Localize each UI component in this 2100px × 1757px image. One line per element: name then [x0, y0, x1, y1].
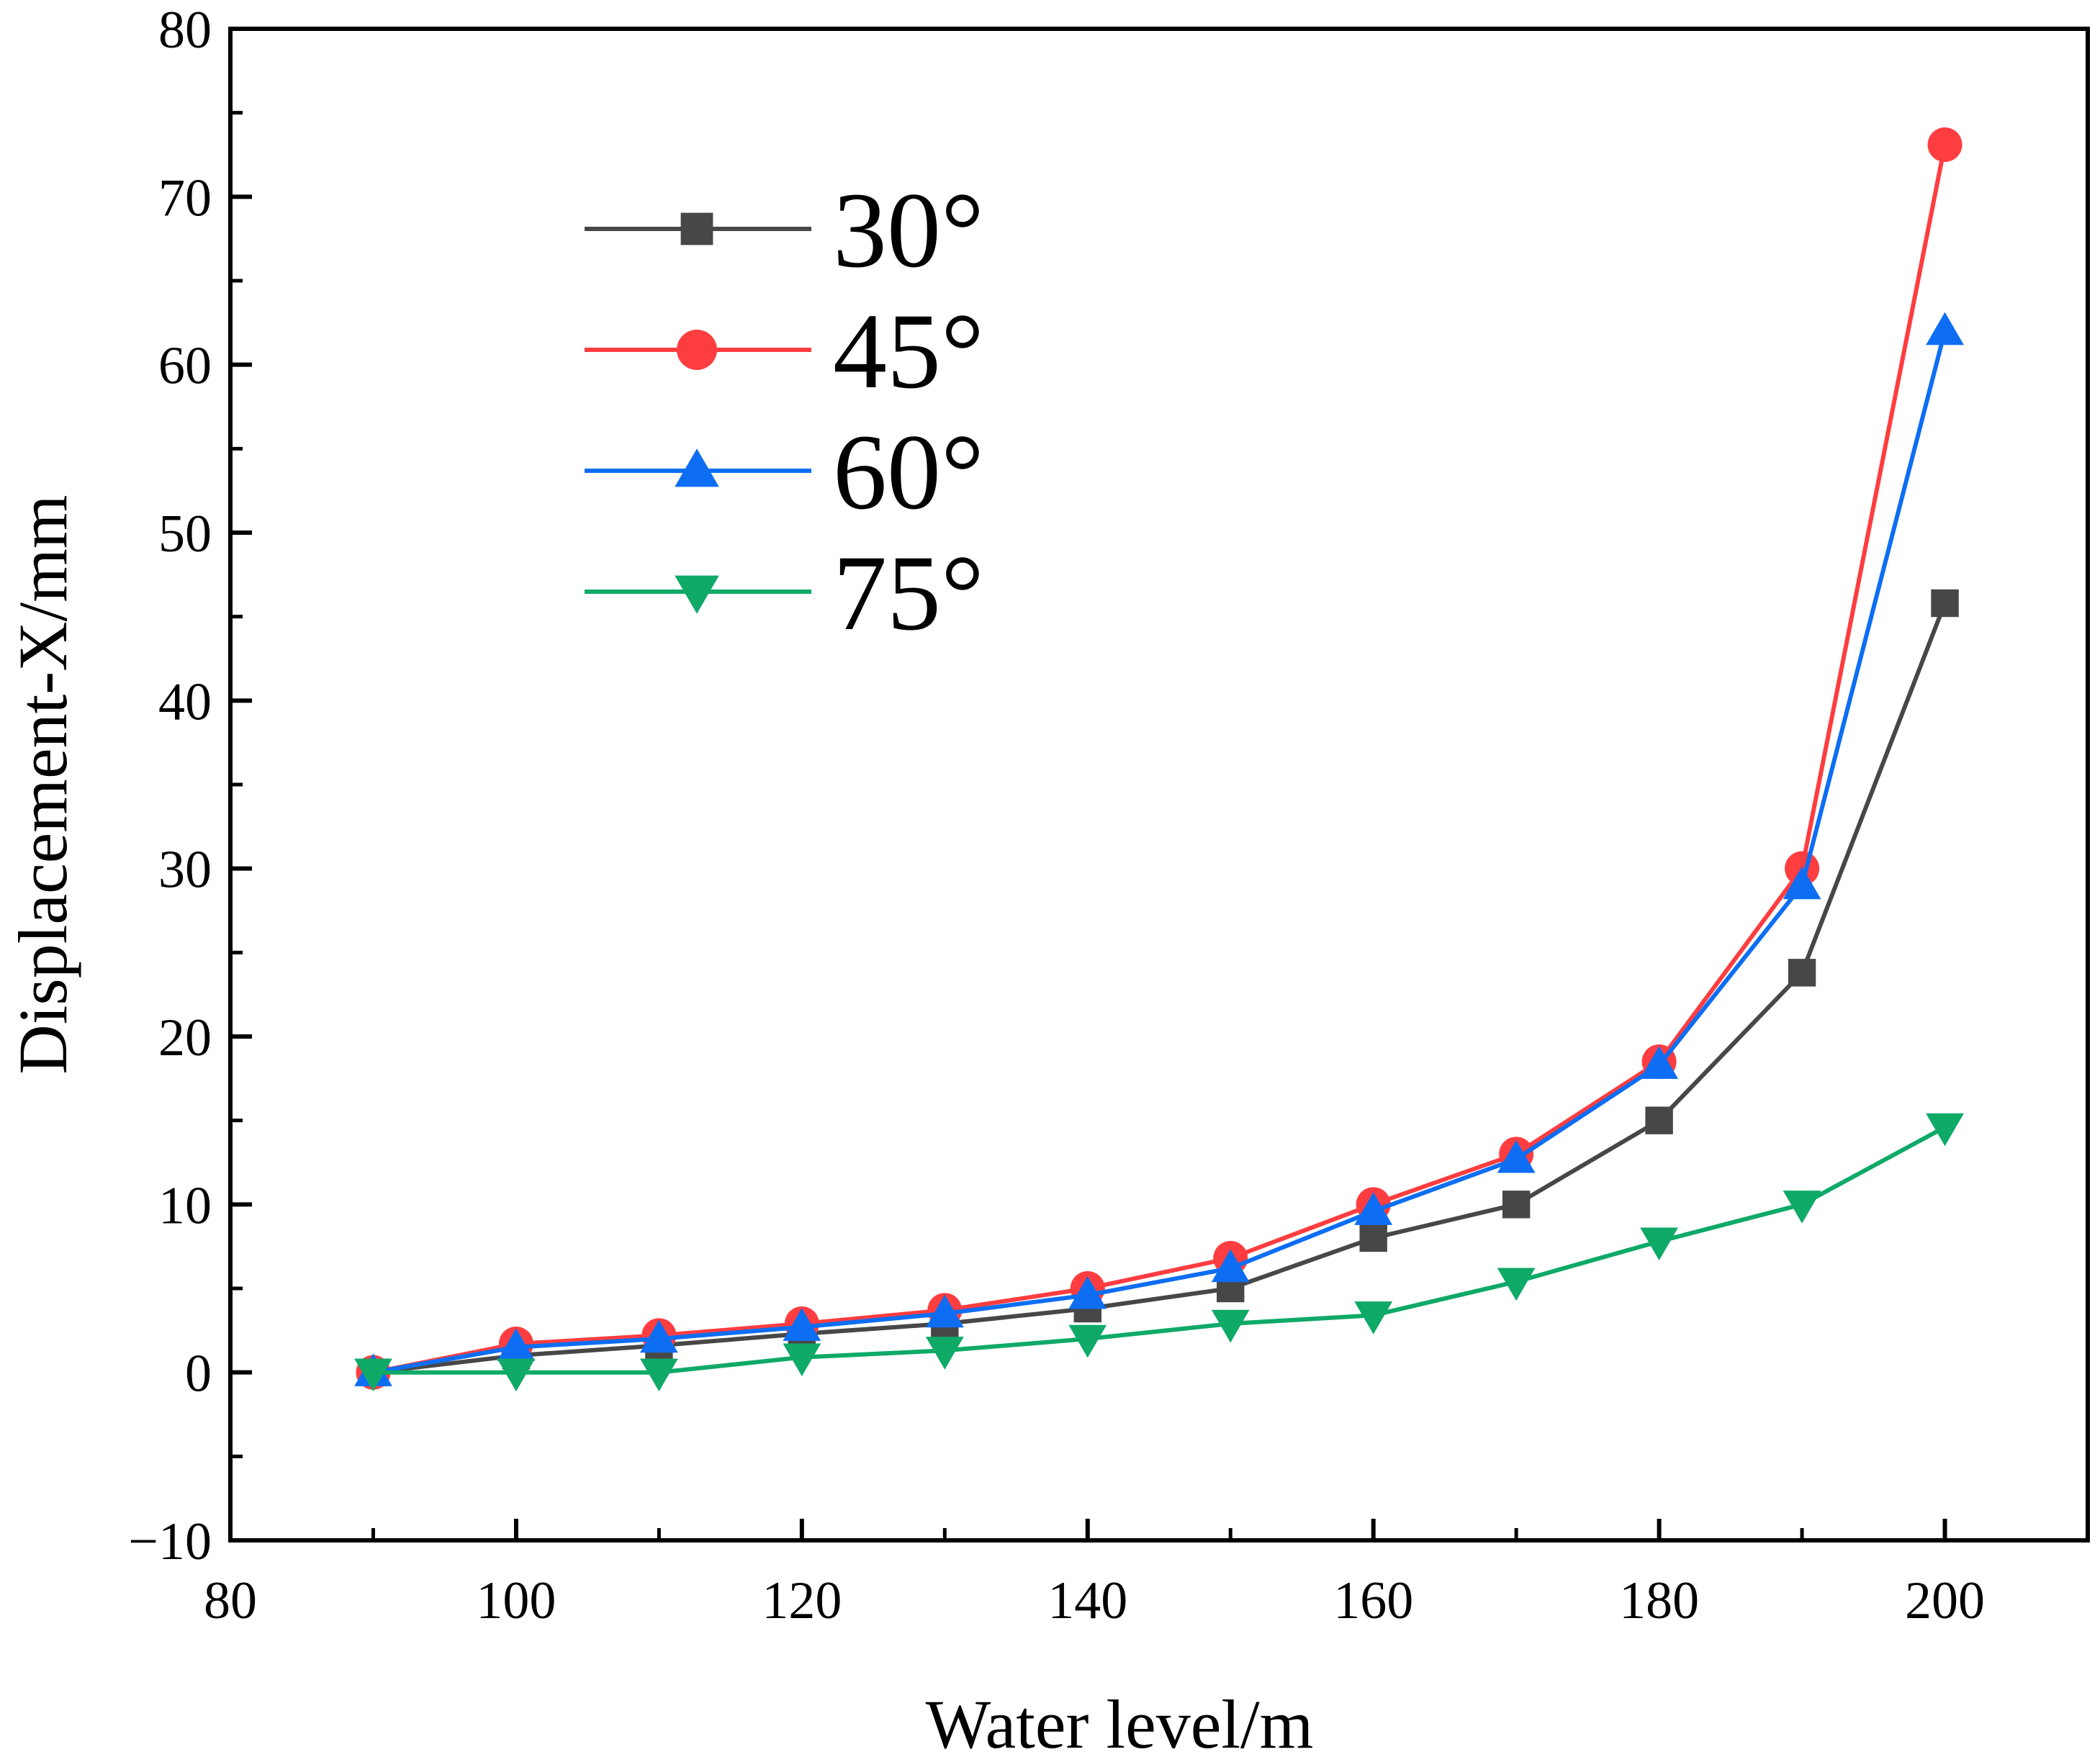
- legend-label: 60°: [833, 412, 984, 532]
- data-point: [1783, 1191, 1821, 1224]
- x-tick-label: 100: [476, 1571, 556, 1630]
- data-point: [1640, 1046, 1679, 1079]
- data-point: [1926, 312, 1964, 345]
- plot-frame: [228, 27, 2090, 1543]
- series-circle: [356, 127, 1962, 1390]
- data-point: [925, 1337, 964, 1370]
- y-tick-label: −10: [128, 1512, 212, 1571]
- data-point: [1502, 1191, 1531, 1219]
- y-tick-label: 10: [158, 1176, 212, 1235]
- x-tick-label: 180: [1619, 1571, 1699, 1630]
- series-layer: [354, 127, 1964, 1392]
- series-line: [373, 602, 1947, 1375]
- data-point: [925, 1294, 964, 1328]
- data-point: [497, 1358, 536, 1392]
- data-point: [1068, 1275, 1107, 1309]
- series-triangle-down: [354, 1113, 1964, 1392]
- legend-label: 45°: [833, 292, 984, 411]
- legend-marker: [677, 330, 717, 370]
- y-tick-label: 0: [185, 1345, 212, 1404]
- y-tick-label: 40: [158, 672, 212, 731]
- data-point: [1783, 866, 1821, 900]
- data-point: [1359, 1224, 1387, 1252]
- y-axis: −10 0 10 20 30 40 50 60 70 80: [128, 1, 252, 1571]
- series-line: [373, 1125, 1946, 1375]
- y-tick-label: 60: [158, 337, 212, 396]
- y-axis-title: Displacement-X/mm: [4, 494, 81, 1074]
- x-tick-label: 160: [1333, 1571, 1413, 1630]
- data-point: [783, 1343, 821, 1377]
- legend: 30°45°60°75°: [585, 171, 984, 653]
- data-point: [1931, 589, 1959, 618]
- data-point: [1354, 1301, 1393, 1334]
- legend-marker: [680, 212, 713, 245]
- data-point: [1211, 1309, 1250, 1343]
- x-tick-label: 80: [204, 1571, 257, 1630]
- data-point: [1211, 1249, 1250, 1283]
- legend-label: 75°: [833, 533, 984, 653]
- legend-label: 30°: [833, 171, 984, 290]
- data-point: [783, 1308, 821, 1341]
- data-point: [1640, 1227, 1679, 1261]
- data-point: [639, 1319, 678, 1353]
- x-tick-label: 140: [1047, 1571, 1127, 1630]
- y-tick-label: 20: [158, 1008, 212, 1067]
- data-point: [1068, 1324, 1107, 1358]
- legend-marker: [675, 448, 719, 487]
- data-point: [1926, 1113, 1964, 1147]
- data-point: [1645, 1106, 1673, 1134]
- data-point: [1497, 1139, 1536, 1173]
- data-point: [497, 1328, 536, 1361]
- data-point: [1788, 959, 1816, 987]
- series-line: [372, 330, 1947, 1375]
- x-tick-label: 200: [1905, 1571, 1985, 1630]
- y-tick-label: 50: [158, 505, 212, 564]
- x-axis-title: Water level/m: [926, 1686, 1314, 1757]
- y-tick-label: 70: [158, 168, 212, 227]
- x-axis: 80 100 120 140 160 180 200: [204, 1519, 1985, 1630]
- series-line: [372, 144, 1947, 1375]
- legend-marker: [675, 575, 719, 614]
- y-tick-label: 30: [158, 841, 212, 900]
- data-point: [354, 1358, 392, 1392]
- data-point: [1497, 1268, 1536, 1301]
- x-tick-label: 120: [762, 1571, 842, 1630]
- series-triangle-up: [354, 312, 1964, 1386]
- data-point: [1354, 1192, 1393, 1225]
- data-point: [639, 1358, 678, 1392]
- y-tick-label: 80: [158, 1, 212, 60]
- data-point: [1927, 127, 1962, 162]
